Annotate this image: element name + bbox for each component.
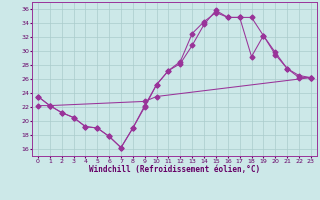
X-axis label: Windchill (Refroidissement éolien,°C): Windchill (Refroidissement éolien,°C) <box>89 165 260 174</box>
